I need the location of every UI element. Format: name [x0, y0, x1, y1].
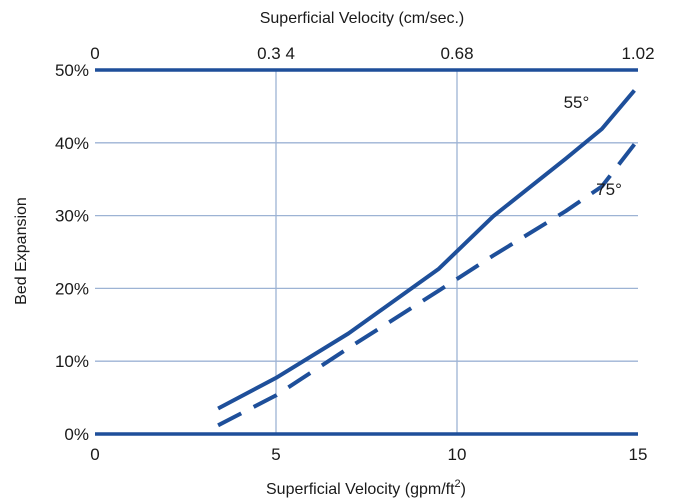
- grid-lines: [95, 70, 638, 434]
- x2-tick-label-0: 0: [90, 44, 99, 63]
- y-tick-label-40: 40%: [55, 134, 89, 153]
- y-tick-label-10: 10%: [55, 352, 89, 371]
- x2-tick-label-1: 0.3 4: [257, 44, 295, 63]
- x-axis-title-superscript: 2: [455, 478, 461, 490]
- y-tick-label-30: 30%: [55, 207, 89, 226]
- y-axis-title: Bed Expansion: [13, 197, 30, 305]
- series-line-1: [217, 143, 636, 428]
- x-tick-label-10: 10: [448, 445, 467, 464]
- series-label-1: 75°: [596, 180, 622, 199]
- x-tick-label-0: 0: [90, 445, 99, 464]
- series-lines: 55° 75°: [217, 89, 636, 428]
- y-tick-label-0: 0%: [64, 425, 89, 444]
- x2-axis-title: Superficial Velocity (cm/sec.): [260, 10, 465, 27]
- tick-labels: 0%10%20%30%40%50%0 5 10 150 0.3 4 0.68 1.02: [55, 44, 655, 464]
- y-tick-label-50: 50%: [55, 61, 89, 80]
- x2-tick-label-3: 1.02: [621, 44, 654, 63]
- x2-tick-label-2: 0.68: [440, 44, 473, 63]
- x-tick-label-5: 5: [271, 445, 280, 464]
- axis-lines: [95, 68, 638, 436]
- x-axis-title: Superficial Velocity (gpm/ft2): [266, 478, 466, 498]
- x-axis-title-text: Superficial Velocity (gpm/ft: [266, 481, 455, 498]
- x-axis-title-close: ): [461, 481, 466, 498]
- x-tick-label-15: 15: [629, 445, 648, 464]
- series-label-0: 55°: [564, 93, 590, 112]
- y-tick-label-20: 20%: [55, 279, 89, 298]
- series-line-0: [217, 89, 636, 411]
